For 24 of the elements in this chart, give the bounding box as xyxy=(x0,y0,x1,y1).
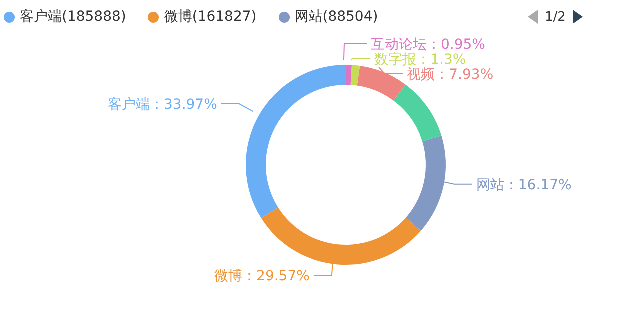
slice-label: 互动论坛 xyxy=(371,36,427,53)
donut-slice xyxy=(246,65,346,218)
slice-label: 视频 xyxy=(407,66,436,83)
donut-slice xyxy=(394,84,442,142)
slice-label: 网站 xyxy=(476,177,504,194)
donut-slice xyxy=(346,65,352,86)
data-label: ：0.95% xyxy=(427,36,486,53)
donut-slice xyxy=(350,65,360,86)
legend-label: 微博 xyxy=(164,9,192,25)
text: 1/2 xyxy=(545,10,566,24)
data-label: ：7.93% xyxy=(435,66,494,83)
data-label: ：29.57% xyxy=(242,268,310,285)
legend-label: 客户端 xyxy=(20,9,62,25)
text: (88504) xyxy=(322,9,378,25)
data-label: ：33.97% xyxy=(150,96,218,113)
legend-label: 网站 xyxy=(294,9,323,25)
text: (185888) xyxy=(62,9,126,25)
data-label: ：1.3% xyxy=(416,52,466,68)
slice-label: 微博 xyxy=(214,268,243,285)
slice-label: 数字报 xyxy=(374,52,417,68)
donut-slice xyxy=(357,66,406,101)
text: (161827) xyxy=(192,9,257,25)
slice-label: 客户端 xyxy=(108,96,150,113)
data-label: ：16.17% xyxy=(504,177,572,194)
